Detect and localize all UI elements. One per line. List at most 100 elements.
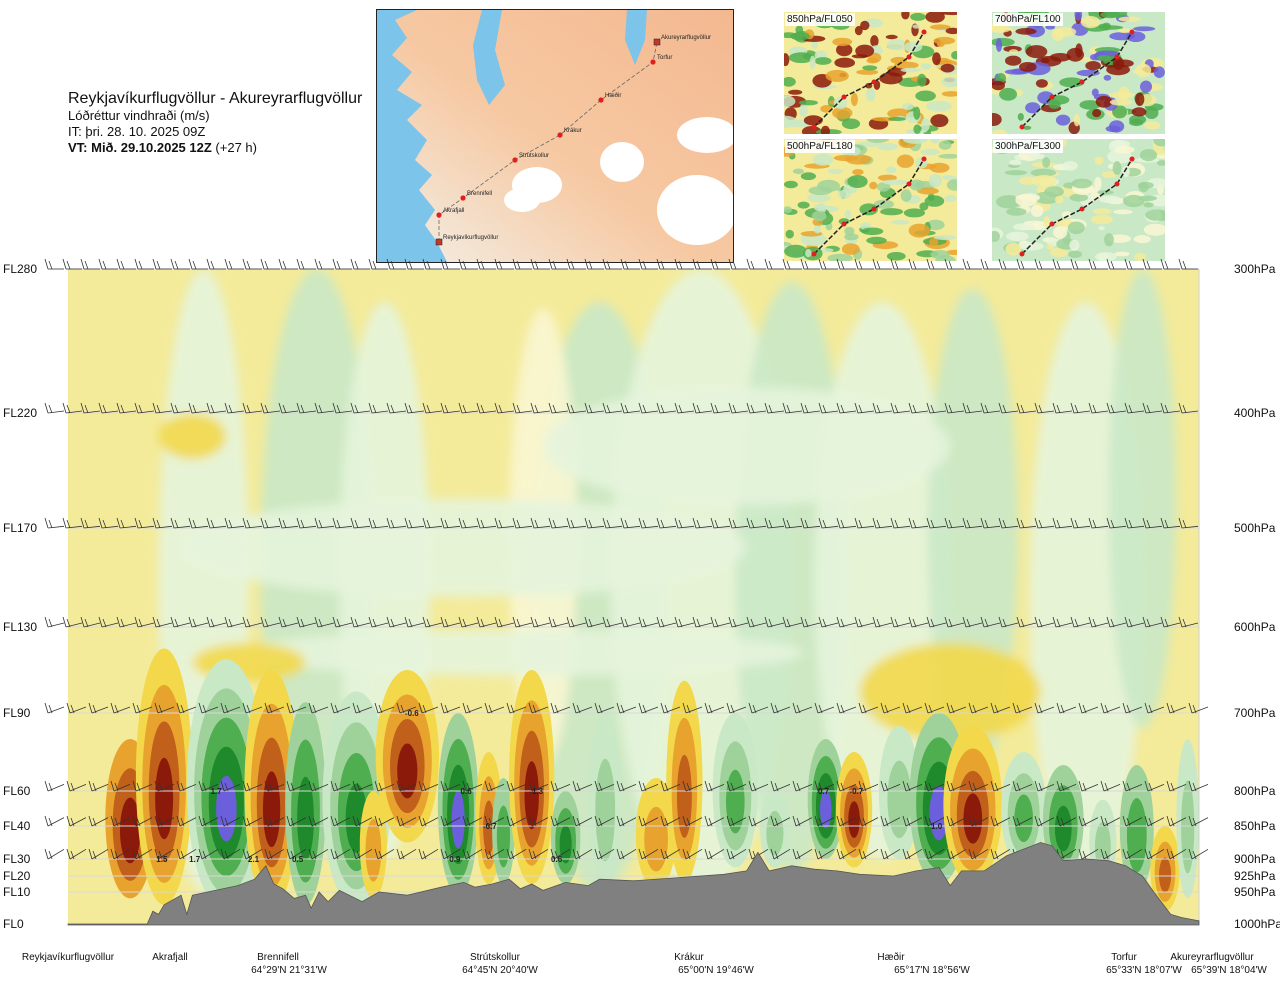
thumb-blob xyxy=(900,189,912,202)
thumb-blob xyxy=(1106,64,1130,76)
wind-barb xyxy=(116,402,137,414)
wind-barb xyxy=(1178,258,1198,270)
wind-barb xyxy=(66,780,87,792)
map-airport-marker xyxy=(653,38,661,46)
wind-barb xyxy=(528,815,549,827)
map-waypoint-marker xyxy=(598,97,604,103)
wind-barb xyxy=(494,517,515,529)
wind-barb xyxy=(512,616,533,628)
thumb-blob xyxy=(833,96,848,109)
wind-barb xyxy=(944,258,964,270)
wind-barb xyxy=(1160,258,1180,270)
wind-barb xyxy=(88,815,109,827)
thumb-850hpa[interactable]: 850hPa/FL050 xyxy=(784,12,957,134)
thumb-route xyxy=(813,31,925,128)
wind-barb xyxy=(880,848,901,860)
wind-barb xyxy=(944,616,965,628)
wind-barb xyxy=(968,848,989,860)
wind-barb xyxy=(80,616,101,628)
wind-barb xyxy=(330,780,351,792)
thumb-blob xyxy=(1040,57,1050,64)
wind-barb xyxy=(188,616,209,628)
wind-barb xyxy=(998,258,1018,270)
thumb-waypoint xyxy=(1019,124,1025,130)
thumb-blob xyxy=(836,43,853,57)
thumb-waypoint xyxy=(906,54,912,60)
wind-barb xyxy=(584,258,604,270)
wind-barb xyxy=(494,258,514,270)
wind-barb xyxy=(1088,402,1109,414)
wind-barb xyxy=(566,616,587,628)
wind-barb xyxy=(1100,702,1121,714)
wind-barb xyxy=(308,702,329,714)
chart-title-block: Reykjavíkurflugvöllur - Akureyrarflugvöl… xyxy=(68,90,388,156)
wind-barb xyxy=(44,616,65,628)
wind-barb xyxy=(330,848,351,860)
velocity-cell xyxy=(262,771,281,848)
wind-barb xyxy=(494,616,515,628)
velocity-cell xyxy=(1159,857,1172,893)
thumb-waypoint xyxy=(841,94,847,100)
map-waypoint-label: Hæðir xyxy=(605,92,621,99)
wind-barbs xyxy=(44,258,1209,860)
wind-barb xyxy=(418,702,439,714)
wind-barb xyxy=(1160,517,1181,529)
wind-barb xyxy=(332,517,353,529)
chart-subtitle: Lóðréttur vindhraði (m/s) xyxy=(68,108,210,123)
wind-barb xyxy=(1160,402,1181,414)
thumb-blob xyxy=(792,168,804,175)
thumb-300hpa[interactable]: 300hPa/FL300 xyxy=(992,139,1165,261)
wind-barb xyxy=(584,517,605,529)
thumb-blob xyxy=(833,154,859,162)
map-waypoint-marker xyxy=(650,59,656,65)
thumb-blob xyxy=(945,27,957,35)
thumb-850hpa-label: 850hPa/FL050 xyxy=(785,13,855,26)
wind-barb xyxy=(242,258,262,270)
wind-barb xyxy=(98,517,119,529)
thumb-blob xyxy=(1113,209,1133,215)
map-waypoint-label: Reykjavíkurflugvöllur xyxy=(443,235,498,241)
wind-barb xyxy=(836,616,857,628)
wind-barb xyxy=(404,517,425,529)
thumb-500hpa[interactable]: 500hPa/FL180 xyxy=(784,139,957,261)
thumb-blob xyxy=(1112,161,1122,176)
wind-barb xyxy=(386,258,406,270)
thumb-blob xyxy=(1055,114,1071,126)
wind-barb xyxy=(484,780,505,792)
thumb-blob xyxy=(903,139,929,144)
thumb-blob xyxy=(882,179,908,185)
wind-barb xyxy=(286,848,307,860)
thumb-blob xyxy=(788,52,815,64)
wind-barb xyxy=(440,517,461,529)
wind-barb xyxy=(968,815,989,827)
fl-tick-label: FL60 xyxy=(3,784,31,798)
thumb-blob xyxy=(1145,209,1165,221)
thumb-blob xyxy=(929,24,951,30)
wind-barb xyxy=(584,402,605,414)
wind-barb xyxy=(1078,848,1099,860)
thumb-300hpa-graphic xyxy=(992,139,1165,261)
wind-barb xyxy=(890,517,911,529)
thumb-blob xyxy=(820,105,833,113)
wind-barb xyxy=(154,815,175,827)
wind-barb xyxy=(858,702,879,714)
pressure-tick-label: 600hPa xyxy=(1234,620,1276,634)
field-soft-band xyxy=(181,498,747,597)
velocity-cell xyxy=(595,758,616,862)
thumb-blob xyxy=(1069,239,1080,251)
thumb-700hpa[interactable]: 700hPa/FL100 xyxy=(992,12,1165,134)
wind-barb xyxy=(1052,258,1072,270)
fl-tick-label: FL40 xyxy=(3,819,31,833)
wind-barb xyxy=(908,616,929,628)
wind-barb xyxy=(728,517,749,529)
pressure-tick-label: 300hPa xyxy=(1234,262,1276,276)
wind-barb xyxy=(902,702,923,714)
contour-label: 2.1 xyxy=(248,855,260,864)
thumb-waypoint xyxy=(1079,79,1085,85)
wind-barb xyxy=(792,780,813,792)
wind-barb xyxy=(458,616,479,628)
wind-barb xyxy=(594,815,615,827)
wind-barb xyxy=(1070,258,1090,270)
wind-barb xyxy=(1034,616,1055,628)
waypoint-coord: 65°33'N 18°07'W xyxy=(1106,965,1182,976)
